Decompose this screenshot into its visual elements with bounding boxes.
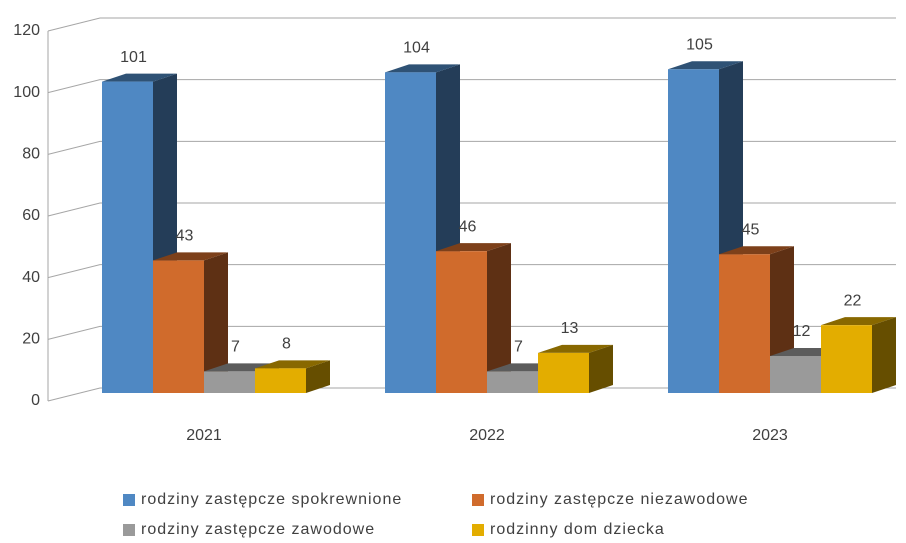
data-label: 46 — [459, 218, 477, 235]
legend-label: rodziny zastępcze spokrewnione — [141, 491, 402, 508]
y-tick-label: 60 — [22, 207, 40, 224]
bar — [770, 356, 821, 393]
data-label: 104 — [403, 40, 430, 57]
y-tick-label: 120 — [13, 22, 40, 39]
bar-top — [538, 344, 613, 353]
data-label: 45 — [742, 221, 760, 238]
data-label: 7 — [231, 339, 240, 356]
data-label: 101 — [120, 49, 147, 66]
bar-side — [204, 252, 228, 393]
bar-top — [668, 61, 743, 70]
grid-line — [47, 264, 896, 279]
bar — [719, 254, 770, 393]
bar — [255, 368, 306, 393]
y-tick-label: 40 — [22, 269, 40, 286]
bar-top — [821, 317, 896, 326]
data-label: 13 — [561, 320, 579, 337]
legend-label: rodzinny dom dziecka — [490, 521, 665, 538]
bar-side — [589, 344, 613, 393]
y-tick-label: 100 — [13, 84, 40, 101]
bar-top — [255, 360, 330, 369]
data-label: 43 — [176, 228, 194, 245]
legend-swatch — [472, 524, 484, 536]
legend-swatch — [123, 494, 135, 506]
bar-top — [385, 64, 460, 73]
grid-line — [47, 202, 896, 217]
bar-side — [487, 243, 511, 393]
bar-top — [436, 243, 511, 252]
bar — [538, 352, 589, 393]
data-label: 12 — [793, 323, 811, 340]
legend-label: rodziny zastępcze zawodowe — [141, 521, 375, 538]
grid-line — [47, 387, 896, 402]
x-tick-label: 2022 — [469, 427, 505, 444]
y-tick-label: 0 — [31, 392, 40, 409]
grid-line — [47, 140, 896, 155]
bar-side — [306, 360, 330, 393]
bar — [436, 251, 487, 393]
legend-swatch — [123, 524, 135, 536]
data-label: 105 — [686, 36, 713, 53]
bar-top — [719, 246, 794, 255]
grid-line — [47, 325, 896, 340]
data-label: 22 — [844, 292, 862, 309]
bar-top — [102, 73, 177, 82]
bar — [153, 260, 204, 393]
bar — [668, 69, 719, 393]
legend-label: rodziny zastępcze niezawodowe — [490, 491, 748, 508]
bar — [102, 81, 153, 393]
legend-swatch — [472, 494, 484, 506]
bar — [487, 371, 538, 393]
x-tick-label: 2023 — [752, 427, 788, 444]
data-label: 8 — [282, 336, 291, 353]
bar — [385, 72, 436, 393]
y-tick-label: 80 — [22, 146, 40, 163]
bar — [204, 371, 255, 393]
bar — [821, 325, 872, 393]
grid-line — [47, 17, 896, 32]
grid-line — [47, 79, 896, 94]
bar-top — [153, 252, 228, 261]
data-label: 7 — [514, 339, 523, 356]
bar-side — [872, 317, 896, 393]
y-tick-label: 20 — [22, 331, 40, 348]
x-tick-label: 2021 — [186, 427, 222, 444]
